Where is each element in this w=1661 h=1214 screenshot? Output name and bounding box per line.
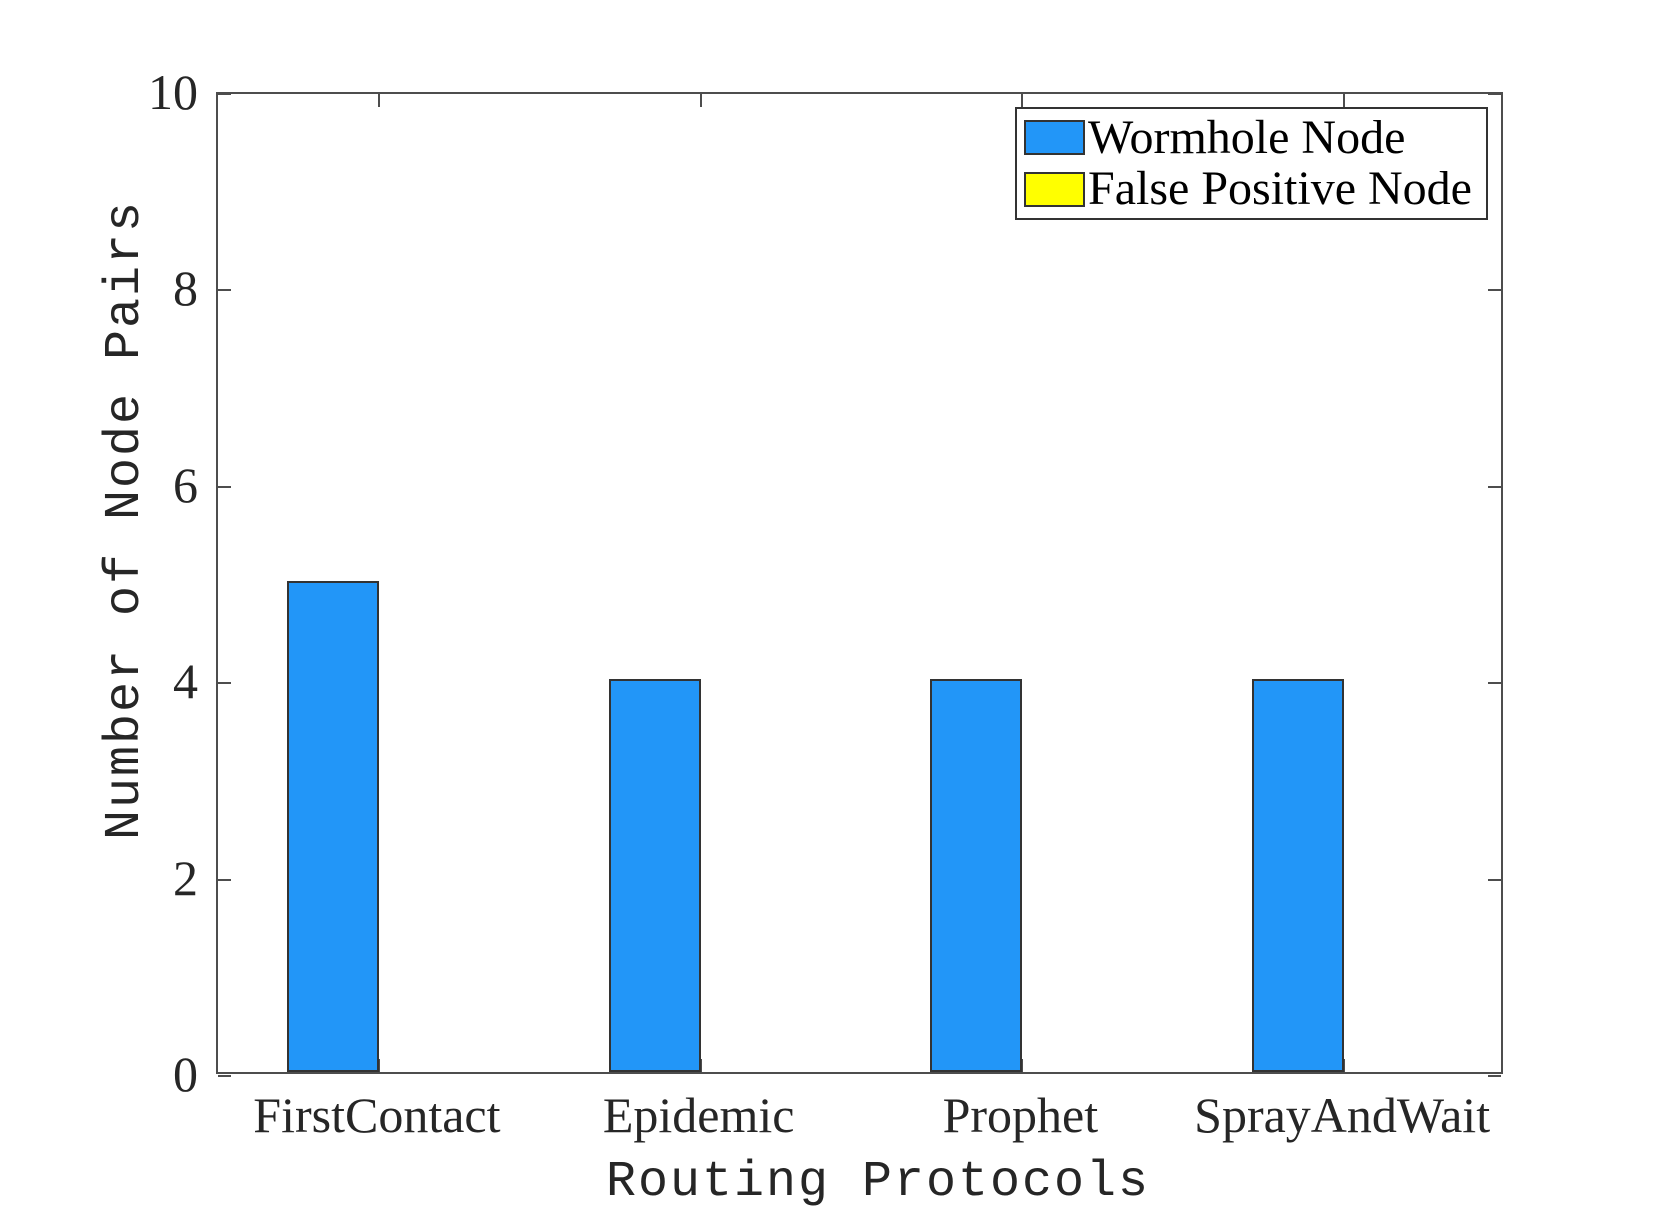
y-tick-label-10: 10 [148, 64, 198, 120]
y-tick-mark-right [1488, 1075, 1501, 1077]
x-tick-label-epidemic: Epidemic [602, 1087, 795, 1143]
y-tick-mark-right [1488, 93, 1501, 95]
y-tick-mark-right [1488, 682, 1501, 685]
plot-area [216, 92, 1503, 1077]
bar-prophet-wormhole-node [930, 679, 1023, 1072]
y-tick-mark-left [218, 289, 231, 292]
bar-sprayandwait-wormhole-node [1252, 679, 1345, 1072]
x-tick-label-prophet: Prophet [942, 1087, 1099, 1143]
x-tick-mark-top [1343, 94, 1346, 107]
y-tick-mark-right [1488, 878, 1501, 881]
legend: Wormhole Node False Positive Node [1015, 107, 1488, 220]
y-tick-label-0: 0 [173, 1046, 198, 1102]
legend-swatch-false-positive-node [1024, 171, 1085, 207]
x-tick-label-firstcontact: FirstContact [253, 1087, 501, 1143]
y-tick-mark-left [218, 485, 231, 488]
x-tick-mark-bottom [1343, 1059, 1346, 1072]
x-tick-mark-top [699, 94, 702, 107]
legend-item-false-positive-node: False Positive Node [1024, 164, 1486, 216]
y-tick-label-4: 4 [173, 653, 198, 710]
y-tick-label-6: 6 [173, 456, 198, 513]
x-tick-mark-bottom [377, 1059, 380, 1072]
x-tick-mark-top [377, 94, 380, 107]
y-tick-mark-right [1488, 485, 1501, 488]
x-axis-label: Routing Protocols [605, 1154, 1151, 1211]
x-tick-mark-top [1021, 94, 1024, 107]
x-tick-label-sprayandwait: SprayAndWait [1194, 1087, 1491, 1143]
x-tick-mark-bottom [1021, 1059, 1024, 1072]
legend-label-wormhole-node: Wormhole Node [1088, 110, 1406, 164]
y-tick-mark-right [1488, 289, 1501, 292]
legend-item-wormhole-node: Wormhole Node [1024, 112, 1486, 164]
bar-epidemic-wormhole-node [608, 679, 701, 1072]
y-tick-mark-left [218, 93, 231, 95]
y-tick-mark-left [218, 878, 231, 881]
y-tick-mark-left [218, 682, 231, 685]
y-tick-label-8: 8 [173, 260, 198, 317]
bar-firstcontact-wormhole-node [286, 581, 379, 1072]
legend-swatch-wormhole-node [1024, 120, 1085, 156]
y-tick-label-2: 2 [173, 849, 198, 906]
y-tick-mark-left [218, 1075, 231, 1077]
x-tick-mark-bottom [699, 1059, 702, 1072]
legend-label-false-positive-node: False Positive Node [1088, 162, 1472, 216]
